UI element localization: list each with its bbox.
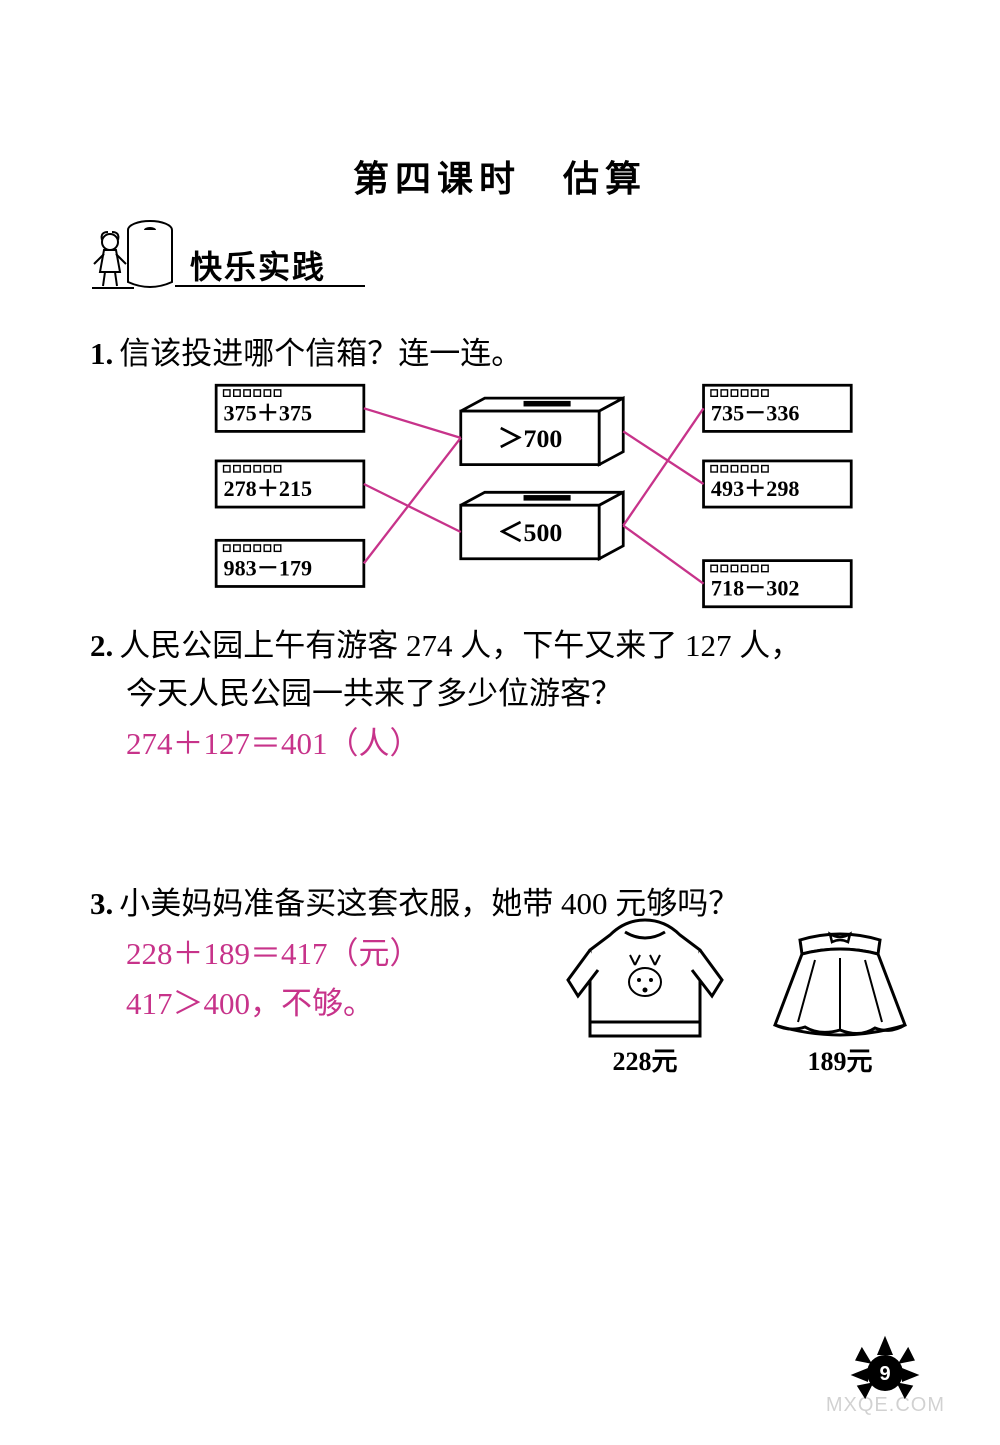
page: 第四课时 估算 快乐实践 1.信该投进哪个信箱？连一连。 375＋375 278＋… bbox=[0, 0, 1000, 1445]
question-1: 1.信该投进哪个信箱？连一连。 bbox=[90, 330, 910, 378]
svg-text:278＋215: 278＋215 bbox=[224, 476, 313, 501]
q1-number: 1. bbox=[90, 336, 113, 371]
svg-text:375＋375: 375＋375 bbox=[224, 400, 313, 425]
skirt-icon: 189元 bbox=[775, 934, 905, 1076]
svg-text:＞700: ＞700 bbox=[498, 424, 563, 453]
lesson-title: 第四课时 估算 bbox=[0, 150, 1000, 202]
sweater-icon: 228元 bbox=[568, 920, 722, 1076]
section-label: 快乐实践 bbox=[190, 242, 326, 288]
page-number-icon: 9 bbox=[850, 1333, 920, 1403]
q1-diagram: 375＋375 278＋215 983－179 735－336 493＋298 718－3… bbox=[180, 376, 880, 616]
q3-number: 3. bbox=[90, 886, 113, 921]
svg-text:983－179: 983－179 bbox=[224, 555, 313, 580]
svg-text:493＋298: 493＋298 bbox=[711, 476, 800, 501]
q2-text-line2: 今天人民公园一共来了多少位游客？ bbox=[90, 670, 910, 718]
page-number: 9 bbox=[879, 1363, 890, 1385]
svg-text:＜500: ＜500 bbox=[498, 518, 563, 547]
section-underline bbox=[175, 285, 365, 287]
clothes-illustration: 228元 189元 bbox=[550, 910, 920, 1090]
q2-text-line1: 人民公园上午有游客 274 人，下午又来了 127 人， bbox=[119, 628, 801, 663]
q1-text: 信该投进哪个信箱？连一连。 bbox=[119, 336, 522, 371]
question-2: 2.人民公园上午有游客 274 人，下午又来了 127 人， 今天人民公园一共来… bbox=[90, 622, 910, 768]
practice-icon bbox=[90, 220, 175, 300]
section-header: 快乐实践 bbox=[90, 220, 350, 310]
svg-text:735－336: 735－336 bbox=[711, 400, 800, 425]
svg-text:718－302: 718－302 bbox=[711, 576, 800, 601]
sweater-price: 228元 bbox=[612, 1047, 677, 1076]
q2-answer: 274＋127＝401（人） bbox=[90, 720, 910, 768]
skirt-price: 189元 bbox=[807, 1047, 872, 1076]
q2-number: 2. bbox=[90, 628, 113, 663]
watermark: MXQE.COM bbox=[826, 1394, 945, 1417]
